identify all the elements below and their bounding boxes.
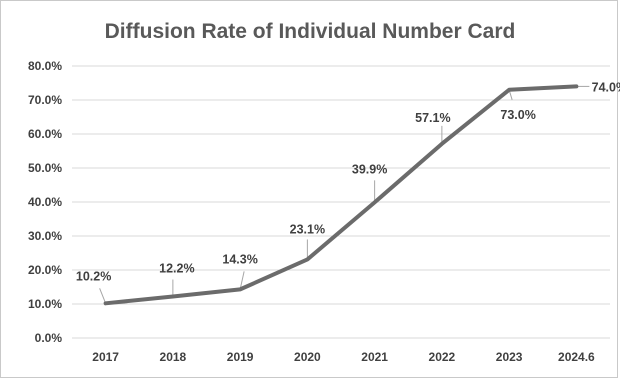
x-tick-label: 2017 (92, 350, 119, 364)
label-leader-lines (99, 85, 590, 304)
x-tick-label: 2020 (294, 350, 321, 364)
y-tick-label: 50.0% (28, 161, 62, 175)
data-label: 74.0% (592, 80, 620, 94)
x-axis-ticks: 2017 2018 2019 2020 2021 2022 2023 2024.6 (92, 350, 595, 364)
y-tick-label: 70.0% (28, 93, 62, 107)
y-tick-label: 20.0% (28, 263, 62, 277)
y-tick-label: 80.0% (28, 59, 62, 73)
x-tick-label: 2024.6 (558, 350, 595, 364)
x-tick-label: 2022 (429, 350, 456, 364)
y-axis-ticks: 0.0% 10.0% 20.0% 30.0% 40.0% 50.0% 60.0% 70.0% 8… (28, 59, 62, 345)
gridlines (72, 65, 610, 339)
x-tick-label: 2019 (227, 350, 254, 364)
series-line (103, 84, 579, 306)
x-tick-label: 2023 (496, 350, 523, 364)
x-tick-label: 2021 (361, 350, 388, 364)
y-tick-label: 10.0% (28, 297, 62, 311)
y-tick-label: 30.0% (28, 229, 62, 243)
data-label: 73.0% (500, 108, 535, 122)
y-tick-label: 0.0% (35, 331, 63, 345)
data-label: 57.1% (415, 111, 450, 125)
data-label: 12.2% (159, 262, 194, 276)
series-line-path (103, 84, 579, 306)
chart-title: Diffusion Rate of Individual Number Card (105, 20, 516, 43)
y-tick-label: 60.0% (28, 127, 62, 141)
leader-line (239, 271, 245, 290)
data-label: 39.9% (352, 162, 387, 176)
data-label: 14.3% (222, 252, 257, 266)
y-tick-label: 40.0% (28, 195, 62, 209)
x-tick-label: 2018 (160, 350, 187, 364)
data-label: 23.1% (290, 222, 325, 236)
data-label: 10.2% (76, 269, 111, 283)
data-labels: 10.2% 12.2% 14.3% 23.1% 39.9% 57.1% 73.0% 74.0% (76, 80, 620, 283)
leader-line (99, 288, 107, 304)
